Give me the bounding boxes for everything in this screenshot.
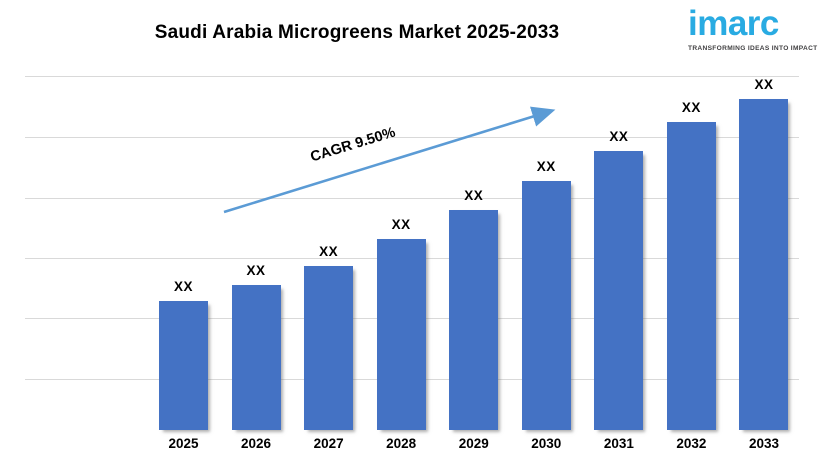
bar-year-label: 2027 — [313, 436, 344, 451]
bar-year-label: 2026 — [241, 436, 272, 451]
bar-group: XX 2025 — [147, 279, 221, 451]
bar-group: XX 2029 — [437, 188, 511, 451]
bar-group: XX 2027 — [292, 244, 366, 451]
bar — [521, 181, 571, 430]
bar-year-label: 2033 — [748, 436, 779, 451]
bar — [231, 285, 281, 430]
bar-group: XX 2026 — [219, 263, 293, 451]
bar — [739, 99, 789, 430]
bar-year-label: 2031 — [603, 436, 634, 451]
bar-value-label: XX — [464, 188, 484, 203]
bar — [376, 239, 426, 430]
bar-group: XX 2028 — [364, 217, 438, 451]
bar-group: XX 2033 — [727, 77, 801, 451]
gridline — [25, 76, 799, 77]
bar — [304, 266, 354, 430]
imarc-logo-tagline: TRANSFORMING IDEAS INTO IMPACT — [688, 44, 818, 52]
bar-group: XX 2032 — [654, 100, 728, 451]
chart-title: Saudi Arabia Microgreens Market 2025-203… — [154, 22, 560, 43]
bar-value-label: XX — [391, 217, 411, 232]
bar-year-label: 2030 — [531, 436, 562, 451]
bar-group: XX 2030 — [509, 159, 583, 451]
bar-year-label: 2032 — [676, 436, 707, 451]
bar — [666, 122, 716, 430]
bar-year-label: 2025 — [168, 436, 199, 451]
bar — [159, 301, 208, 430]
imarc-logo-wordmark: imarc — [688, 4, 779, 43]
bar-value-label: XX — [246, 263, 266, 278]
bar-value-label: XX — [681, 100, 701, 115]
bar — [449, 210, 499, 430]
bar-value-label: XX — [319, 244, 339, 259]
bar-year-label: 2029 — [458, 436, 489, 451]
bar-value-label: XX — [173, 279, 193, 294]
bar-value-label: XX — [754, 77, 774, 92]
bar-value-label: XX — [609, 129, 629, 144]
bar-value-label: XX — [536, 159, 556, 174]
bar-year-label: 2028 — [386, 436, 417, 451]
bar — [594, 151, 644, 430]
imarc-logo: imarc TRANSFORMING IDEAS INTO IMPACT — [688, 4, 818, 52]
bar-group: XX 2031 — [582, 129, 656, 451]
